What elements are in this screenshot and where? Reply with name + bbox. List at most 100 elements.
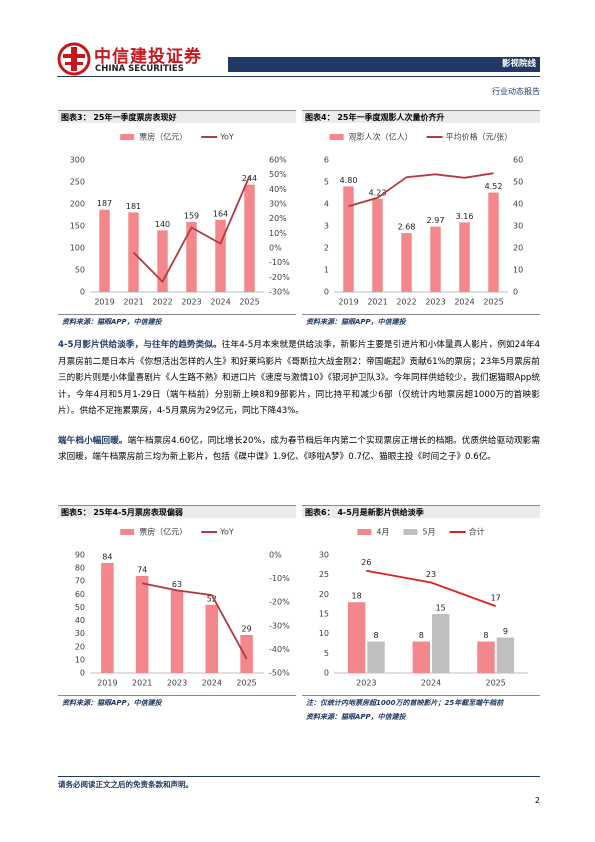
paragraph-lead: 4-5月影片供给淡季，与往年的趋势类似。: [58, 340, 222, 350]
legend-label: 观影人次（亿人）: [349, 132, 413, 142]
legend: 票房（亿元） YoY: [120, 527, 234, 537]
data-label: 4.80: [340, 176, 358, 185]
figure-rule: [302, 695, 540, 696]
line-series: [132, 175, 251, 284]
y2-tick-label: 30%: [269, 200, 287, 209]
data-label: 164: [213, 209, 228, 218]
y2-tick-label: 60: [513, 156, 523, 165]
bar: [459, 222, 470, 292]
sector: 影视院线: [501, 59, 536, 69]
bar: [343, 186, 354, 292]
y-tick-label: 2: [324, 244, 329, 253]
data-label: 23: [426, 570, 436, 579]
figure-caption: 图表3： 25年一季度票房表现好: [58, 110, 296, 123]
bar: [367, 641, 385, 673]
data-label: 140: [155, 220, 170, 229]
bar: [186, 222, 197, 292]
y2-tick-label: 0%: [269, 244, 282, 253]
y2-tick-label: 0: [513, 288, 518, 297]
data-label: 63: [172, 580, 182, 589]
source: 资料来源：猫眼APP，中信建投: [306, 318, 406, 326]
legend: 观影人次（亿人） 平均价格（元/张）: [329, 132, 512, 142]
y2-tick-label: -30%: [269, 288, 290, 297]
header-bar: [228, 57, 540, 72]
x-tick-label: 2022: [152, 298, 172, 307]
figure-caption: 图表4： 25年一季度观影人次量价齐升: [302, 110, 540, 123]
paragraph-text: 往年4-5月本来就是供给淡季，新影片主要是引进片和小体量真人影片，例如24年4月…: [58, 340, 540, 416]
y2-tick-label: 40: [513, 200, 523, 209]
data-label: 2.68: [398, 223, 416, 232]
bar: [477, 641, 495, 673]
legend-swatch: [329, 134, 344, 140]
y-tick-label: 80: [75, 564, 85, 573]
line-series: [142, 582, 248, 660]
data-label: 2.97: [427, 216, 445, 225]
bar: [430, 226, 441, 292]
paragraph-text: 端午档票房4.60亿，同比增长20%，成为春节档后年内第二个实现票房正增长的档期…: [58, 435, 540, 463]
line-series: [366, 569, 497, 607]
data-label: 244: [242, 174, 257, 183]
disclaimer: 请务必阅读正文之后的免责条款和声明。: [58, 780, 193, 789]
data-label: 29: [242, 624, 252, 633]
x-tick-label: 2019: [94, 298, 114, 307]
y-tick-label: 200: [70, 200, 85, 209]
bar: [128, 212, 139, 292]
bar: [401, 233, 412, 292]
y-tick-label: 60: [75, 590, 85, 599]
y2-tick-label: 50: [513, 178, 523, 187]
y-tick-label: 5: [324, 178, 329, 187]
bar: [101, 562, 114, 673]
bar: [347, 602, 366, 673]
legend-swatch: [357, 529, 372, 535]
source: 资料来源：猫眼APP，中信建投: [306, 713, 406, 721]
data-label: 159: [184, 212, 199, 221]
y-tick-label: 150: [70, 222, 85, 231]
x-tick-label: 2023: [425, 298, 445, 307]
bar: [412, 641, 430, 673]
x-tick-label: 2023: [181, 298, 201, 307]
bar: [215, 219, 226, 292]
y-tick-label: 300: [70, 156, 85, 165]
y-tick-label: 3: [324, 222, 329, 231]
x-tick-label: 2021: [123, 298, 143, 307]
y2-tick-label: 20: [513, 244, 523, 253]
paragraph-lead: 端午档小幅回暖。: [58, 435, 128, 446]
data-label: 8: [419, 631, 424, 640]
x-tick-label: 2025: [483, 298, 503, 307]
y2-tick-label: -30%: [269, 621, 290, 630]
logo-en: CHINA SECURITIES: [95, 64, 184, 74]
data-label: 84: [102, 552, 112, 561]
bar: [205, 604, 219, 673]
logo-cn: 中信建投证券: [94, 47, 202, 67]
data-label: 8: [483, 631, 488, 640]
data-label: 52: [207, 594, 217, 603]
report-type: 行业动态报告: [492, 87, 540, 96]
y-tick-label: 250: [70, 178, 85, 187]
y2-tick-label: 20%: [269, 214, 287, 223]
legend: 票房（亿元） YoY: [120, 132, 234, 142]
data-label: 18: [352, 592, 362, 601]
y-tick-label: 0: [324, 288, 329, 297]
legend-swatch: [403, 529, 418, 535]
y2-tick-label: -10%: [269, 258, 290, 267]
y2-tick-label: 0%: [269, 551, 282, 560]
x-tick-label: 2024: [421, 679, 441, 688]
y2-tick-label: 30: [513, 222, 523, 231]
bar: [240, 634, 253, 673]
y-tick-label: 4: [324, 200, 329, 209]
y-tick-label: 50: [75, 603, 85, 612]
bar: [488, 192, 499, 292]
y2-tick-label: -50%: [269, 669, 290, 678]
chart: 0 10 20 30 40 50 60 70 80 90 -50% -40% -30% -20% -10% 0…: [75, 527, 290, 688]
legend-label: 5月: [422, 528, 435, 537]
x-tick-label: 2022: [396, 298, 416, 307]
figure-caption: 图表6： 4-5月是新影片供给淡季: [302, 505, 540, 518]
x-tick-label: 2025: [236, 679, 256, 688]
chart: 0 50 100 150 200 250 300 -30% -20% -10% 0% 10% 20% 30…: [70, 132, 290, 307]
data-label: 9: [503, 627, 508, 636]
x-tick-label: 2019: [338, 298, 358, 307]
y2-tick-label: 10: [513, 266, 523, 275]
source: 资料来源：猫眼APP，中信建投: [62, 699, 162, 707]
figure-rule: [58, 314, 296, 315]
